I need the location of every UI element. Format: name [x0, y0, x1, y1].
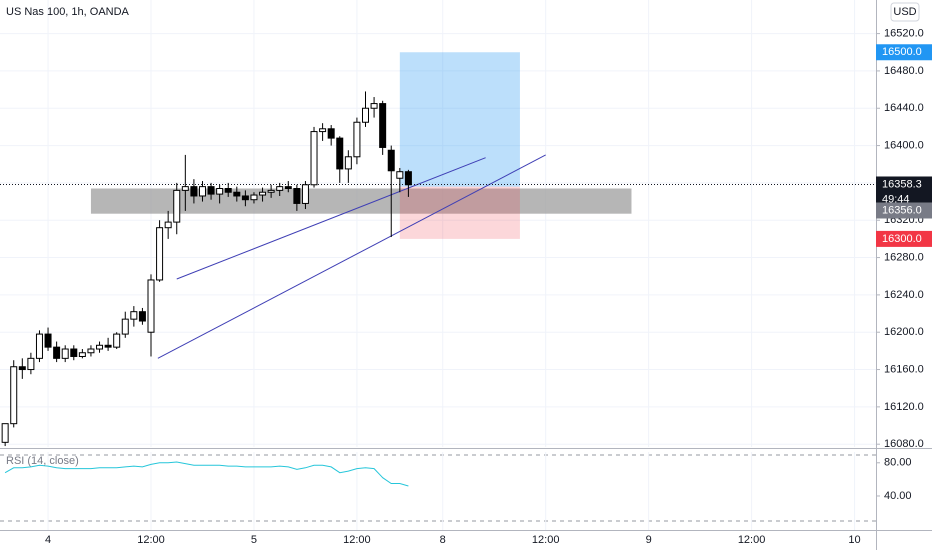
trend-line	[157, 154, 546, 359]
y-tick-label: 16160.0	[884, 363, 924, 375]
x-tick-label: 5	[251, 534, 257, 546]
candle-body	[336, 137, 344, 170]
candle-body	[404, 171, 412, 186]
labels: US Nas 100, 1h, OANDA RSI (14, close) US…	[6, 2, 932, 546]
entry-label: 16356.0	[882, 204, 922, 216]
candle-body	[96, 344, 104, 350]
candle-body	[156, 227, 164, 281]
rsi-line	[4, 461, 409, 487]
candle-body	[44, 333, 52, 348]
candle-body	[10, 366, 18, 425]
candle-body	[27, 357, 35, 371]
grid	[0, 0, 876, 530]
currency[interactable]: USD	[893, 6, 916, 18]
x-tick-label: 12:00	[137, 534, 165, 546]
candle-body	[78, 352, 86, 357]
candle-body	[207, 186, 215, 195]
candle-body	[61, 348, 69, 359]
chart-title: US Nas 100, 1h, OANDA	[6, 6, 130, 18]
rsi-title: RSI (14, close)	[6, 455, 79, 467]
x-tick-label: 12:00	[532, 534, 560, 546]
y-tick-label: 16520.0	[884, 28, 924, 40]
target-label-box	[876, 44, 932, 61]
y-tick-label: 16480.0	[884, 65, 924, 77]
x-tick-label: 12:00	[343, 534, 371, 546]
stop-label: 16300.0	[882, 233, 922, 245]
candle-body	[18, 366, 26, 371]
y-tick-label: 16080.0	[884, 438, 924, 450]
candle-body	[327, 128, 335, 139]
candle-body	[1, 423, 9, 443]
candle-body	[276, 186, 284, 191]
y-tick-label: 40.00	[884, 490, 912, 502]
candle-body	[104, 344, 112, 348]
y-tick-label: 16200.0	[884, 326, 924, 338]
candle-body	[87, 348, 95, 354]
candle-body	[53, 346, 61, 359]
x-tick-label: 10	[848, 534, 860, 546]
candle-body	[147, 279, 155, 333]
stop-box	[399, 186, 520, 239]
support-zone	[90, 188, 632, 214]
candle-body	[250, 194, 258, 201]
candle-body	[293, 188, 301, 204]
target-label: 16500.0	[882, 46, 922, 58]
y-tick-label: 80.00	[884, 457, 912, 469]
candle-body	[241, 195, 249, 201]
candle-body	[224, 188, 232, 193]
series	[1, 91, 412, 487]
candle-body	[164, 221, 172, 229]
stop-label-box	[876, 230, 932, 247]
candle-body	[113, 333, 121, 348]
x-tick-label: 9	[646, 534, 652, 546]
y-tick-label: 16440.0	[884, 102, 924, 114]
x-tick-label: 12:00	[738, 534, 766, 546]
candle-body	[259, 191, 267, 196]
candle-body	[173, 189, 181, 223]
candle-body	[284, 186, 292, 190]
candle-body	[319, 128, 327, 133]
candle-body	[138, 311, 146, 322]
candle-body	[70, 348, 78, 357]
candle-body	[370, 103, 378, 109]
countdown: 49:44	[882, 193, 910, 205]
y-tick-label: 16400.0	[884, 139, 924, 151]
candle-body	[379, 103, 387, 148]
candle-body	[181, 186, 189, 191]
candle-body	[362, 107, 370, 123]
x-tick-label: 4	[45, 534, 51, 546]
candle-body	[198, 186, 206, 197]
candle-body	[233, 191, 241, 197]
last-price-label: 16358.3	[882, 178, 922, 190]
y-tick-label: 16280.0	[884, 251, 924, 263]
candle-body	[310, 131, 318, 186]
y-tick-label: 16120.0	[884, 401, 924, 413]
entry-label-box	[876, 202, 932, 219]
candle-body	[267, 189, 275, 193]
x-tick-label: 8	[440, 534, 446, 546]
candle-body	[396, 171, 404, 179]
candle-body	[35, 333, 43, 359]
candle-body	[301, 184, 309, 204]
target-box	[399, 52, 520, 187]
candle-body	[216, 188, 224, 195]
y-tick-label: 16240.0	[884, 289, 924, 301]
candle-body	[130, 311, 138, 320]
candle-body	[344, 156, 352, 170]
candle-body	[190, 186, 198, 197]
trend-line	[176, 157, 486, 280]
drawings	[0, 52, 876, 359]
candle-body	[387, 149, 395, 172]
candle-body	[121, 318, 129, 335]
currency-box[interactable]	[890, 2, 920, 22]
candle-body	[353, 121, 361, 158]
